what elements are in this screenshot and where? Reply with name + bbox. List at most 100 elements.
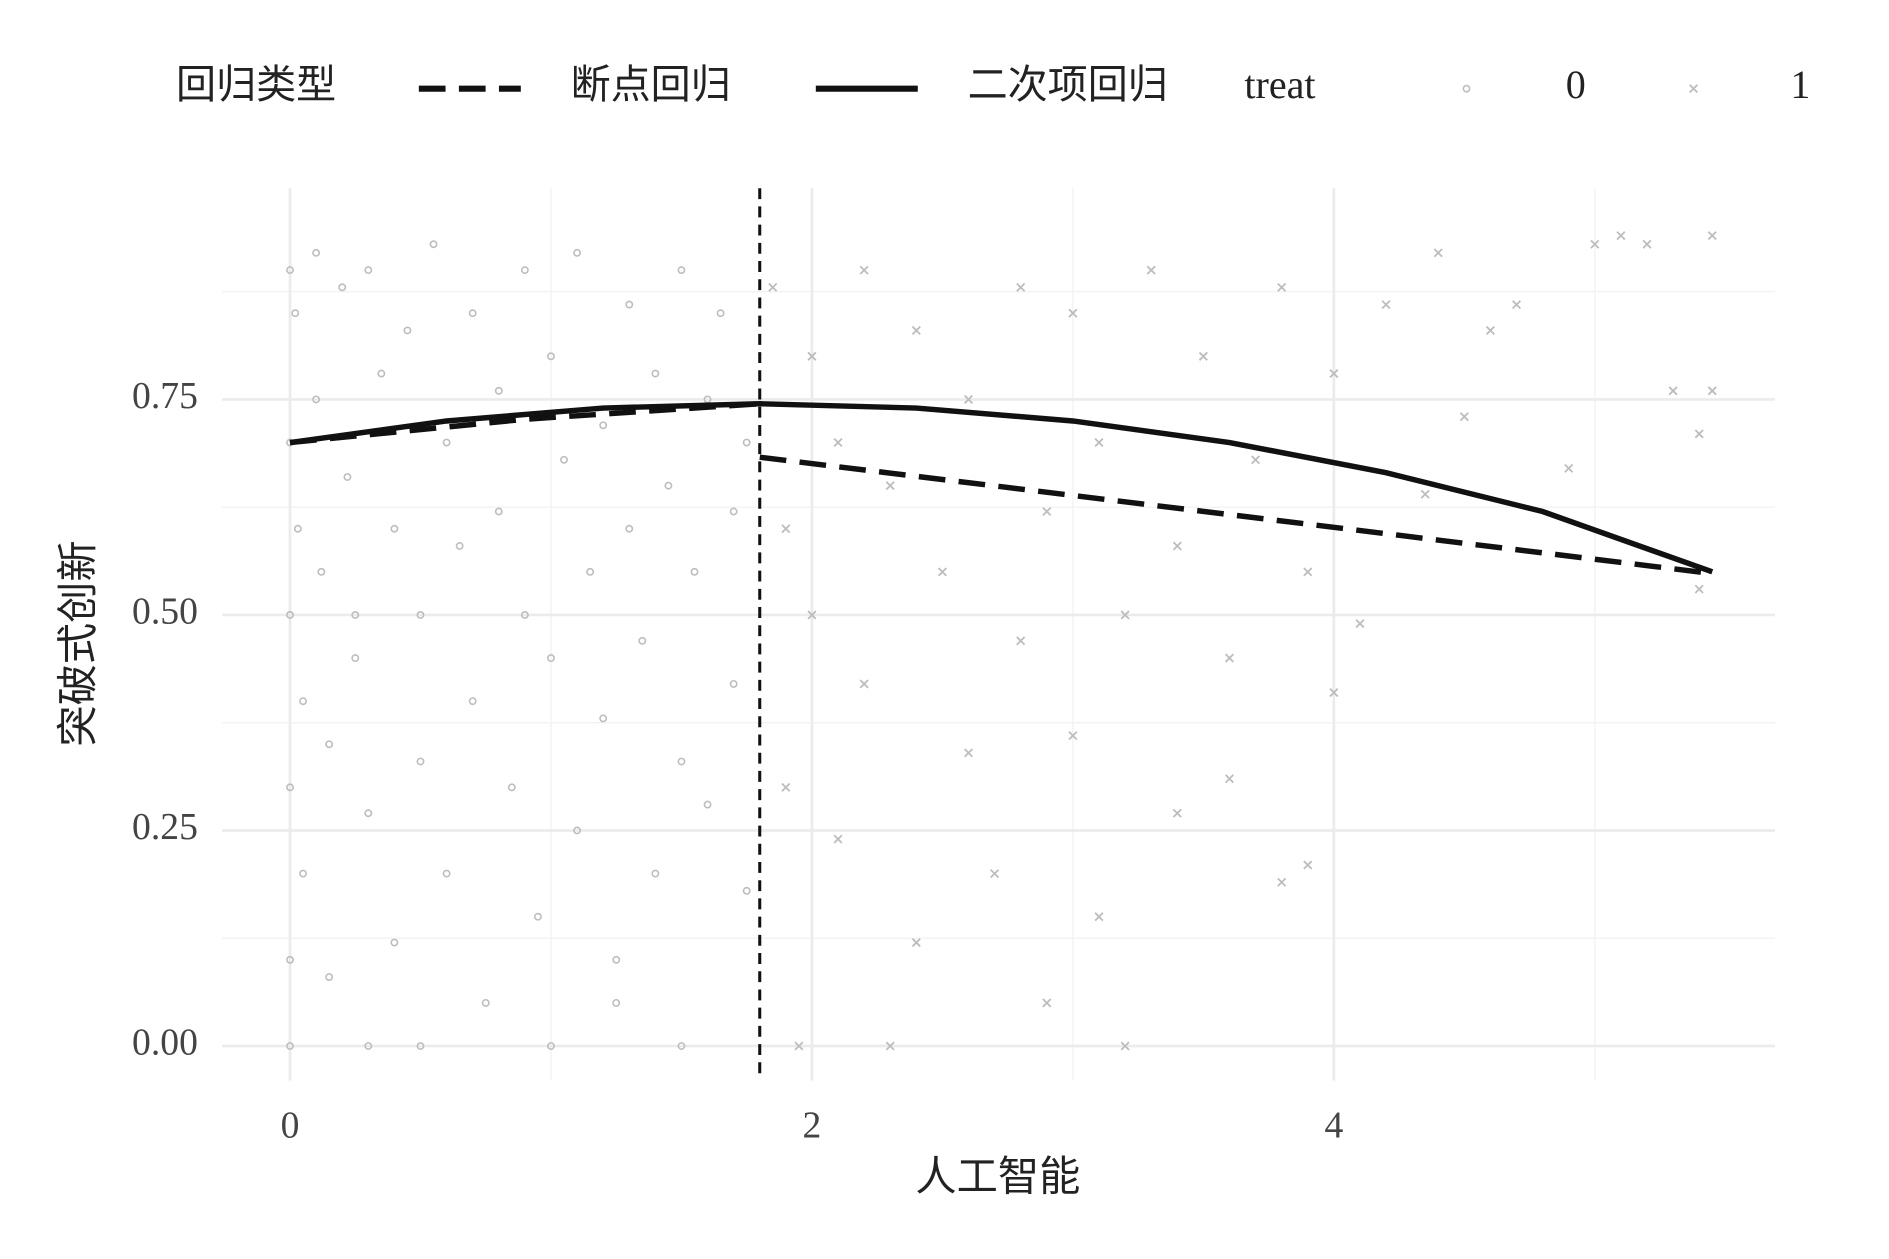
legend-key xyxy=(1689,84,1699,94)
regression-line xyxy=(289,401,1713,577)
y-tick-label: 0.25 xyxy=(132,806,198,848)
point xyxy=(716,309,725,318)
point xyxy=(390,524,399,533)
point xyxy=(807,351,817,361)
point xyxy=(312,248,321,257)
point xyxy=(1016,282,1026,292)
point xyxy=(625,300,634,309)
point xyxy=(403,326,412,335)
point xyxy=(494,386,503,395)
point xyxy=(651,869,660,878)
point xyxy=(442,869,451,878)
point xyxy=(429,240,438,249)
point xyxy=(1094,438,1104,448)
point xyxy=(1120,610,1130,620)
point xyxy=(1459,412,1469,422)
point xyxy=(1120,1041,1130,1051)
point xyxy=(1172,541,1182,551)
point xyxy=(1668,386,1678,396)
point xyxy=(1303,860,1313,870)
point xyxy=(729,507,738,516)
legend-label: 0 xyxy=(1566,62,1586,107)
point xyxy=(312,395,321,404)
point xyxy=(416,757,425,766)
legend-title: 回归类型 xyxy=(176,62,336,107)
point xyxy=(677,757,686,766)
point xyxy=(533,912,542,921)
point xyxy=(377,369,386,378)
point xyxy=(547,654,555,663)
point xyxy=(455,542,464,550)
point xyxy=(638,636,647,645)
point xyxy=(1224,653,1235,663)
legend-title: treat xyxy=(1244,62,1315,107)
point xyxy=(299,697,308,706)
point xyxy=(325,973,334,981)
point xyxy=(729,679,738,688)
point xyxy=(664,481,673,490)
point xyxy=(338,283,347,292)
point xyxy=(1094,912,1104,922)
point xyxy=(1251,455,1261,465)
point xyxy=(990,869,1000,879)
point xyxy=(317,567,326,576)
point xyxy=(1277,282,1287,292)
point xyxy=(286,611,294,619)
point xyxy=(859,679,869,689)
point xyxy=(494,507,503,516)
point xyxy=(364,1042,373,1050)
point xyxy=(1016,636,1026,646)
x-axis-title: 人工智能 xyxy=(915,1154,1080,1200)
point xyxy=(416,1042,425,1050)
point xyxy=(299,869,308,878)
point xyxy=(937,567,947,577)
point xyxy=(625,524,634,533)
point xyxy=(1042,506,1052,517)
point xyxy=(1485,325,1495,335)
point xyxy=(781,524,791,534)
point xyxy=(1146,265,1156,275)
point xyxy=(1303,567,1313,577)
y-axis-title: 突破式创新 xyxy=(55,540,101,746)
point xyxy=(833,834,843,844)
point xyxy=(1355,619,1365,629)
point xyxy=(1564,463,1574,473)
point xyxy=(677,266,686,275)
legend-label: 断点回归 xyxy=(571,62,731,107)
point xyxy=(547,1042,555,1050)
point xyxy=(807,610,817,620)
point xyxy=(364,266,373,275)
point xyxy=(286,783,294,792)
x-tick-label: 2 xyxy=(803,1105,822,1147)
point xyxy=(859,265,869,275)
points xyxy=(286,231,1717,1051)
point xyxy=(1590,239,1600,249)
point xyxy=(286,266,294,275)
point xyxy=(1277,877,1287,887)
y-tick-label: 0.00 xyxy=(132,1022,198,1064)
point xyxy=(468,309,477,318)
point xyxy=(520,611,529,619)
point xyxy=(390,938,399,947)
point xyxy=(885,1041,895,1051)
point xyxy=(963,748,974,758)
point xyxy=(547,352,555,361)
point xyxy=(416,611,425,619)
point xyxy=(612,955,621,964)
point xyxy=(1433,248,1443,258)
point xyxy=(677,1042,686,1050)
point xyxy=(325,740,334,749)
legend-key xyxy=(1462,84,1471,93)
point xyxy=(1616,231,1626,241)
point xyxy=(1707,231,1717,241)
point xyxy=(742,438,751,447)
point xyxy=(1042,998,1052,1008)
point xyxy=(351,654,360,663)
point xyxy=(911,938,921,948)
point xyxy=(481,998,490,1007)
point xyxy=(1694,429,1704,439)
point xyxy=(781,782,791,792)
point xyxy=(794,1041,804,1051)
point xyxy=(742,886,751,895)
y-tick-label: 0.50 xyxy=(132,591,198,633)
